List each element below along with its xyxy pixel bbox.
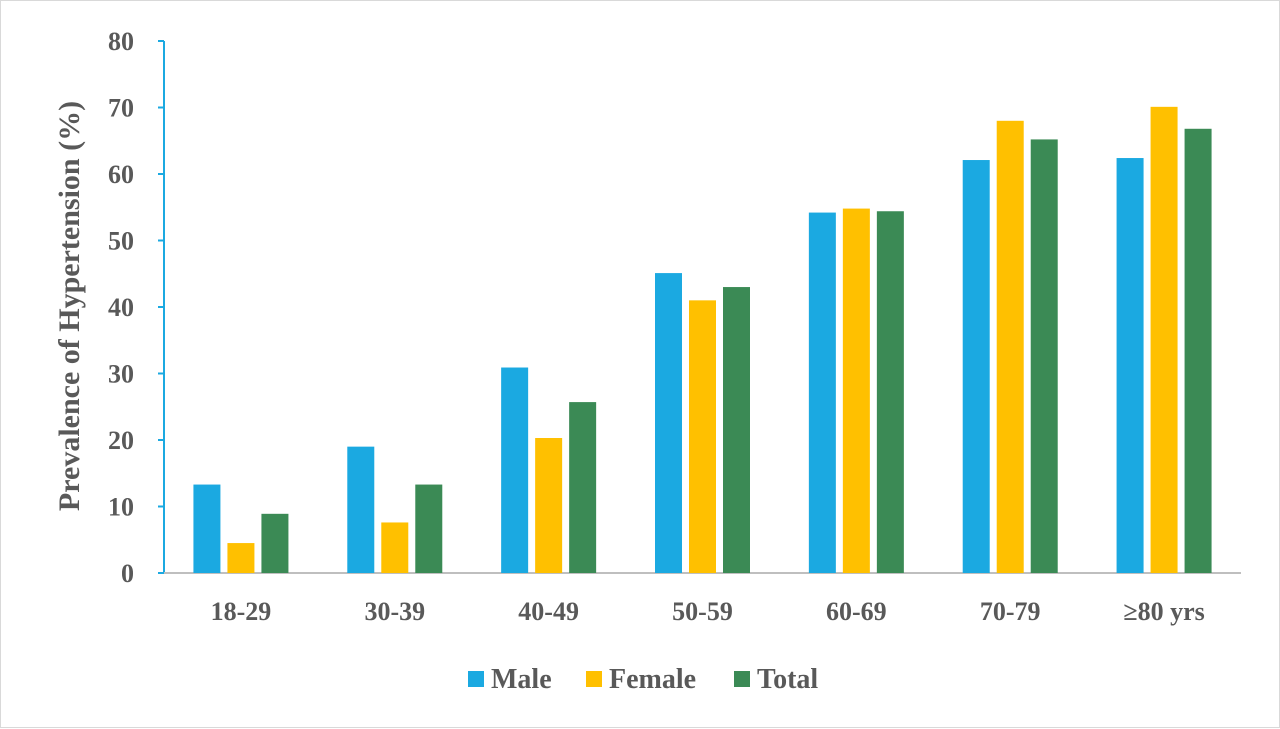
bars [193,106,1212,574]
y-tick-label: 20 [108,426,134,455]
bar-female-6 [1150,106,1178,574]
legend-swatch-total [734,671,750,687]
bar-female-4 [842,208,870,573]
bar-total-1 [415,484,443,573]
bar-female-1 [381,522,409,573]
y-tick-label: 0 [121,559,134,588]
y-axis: 0 10 20 30 40 50 60 70 80 [108,27,165,588]
bar-total-5 [1030,139,1058,574]
bar-total-6 [1184,128,1212,573]
x-tick-label: 30-39 [364,597,425,626]
x-tick-label: 18-29 [211,597,272,626]
bar-total-0 [261,513,289,573]
legend: Male Female Total [468,664,818,695]
x-axis: 18-29 30-39 40-49 50-59 60-69 70-79 ≥80 yrs [164,572,1241,626]
bar-female-5 [996,120,1024,574]
y-tick-label: 50 [108,227,134,256]
y-tick-label: 40 [108,293,134,322]
x-tick-label: 60-69 [826,597,887,626]
legend-swatch-female [586,671,602,687]
y-tick-label: 60 [108,160,134,189]
bar-female-2 [535,438,563,573]
y-tick-label: 80 [108,27,134,56]
bar-male-4 [808,212,836,573]
bar-male-0 [193,484,221,573]
bar-total-2 [569,402,597,573]
bar-total-3 [723,287,750,573]
legend-label-total: Total [757,664,818,695]
bar-female-0 [227,543,255,573]
y-tick-label: 70 [108,94,134,123]
legend-swatch-male [468,671,484,687]
bar-male-6 [1116,158,1144,574]
x-tick-label: 40-49 [518,597,579,626]
bar-male-3 [655,273,682,573]
legend-label-male: Male [491,664,552,695]
bar-total-4 [876,211,904,574]
bar-male-2 [501,367,529,573]
y-tick-label: 10 [108,493,134,522]
bar-male-5 [962,160,990,573]
legend-label-female: Female [609,664,696,695]
x-tick-label: 70-79 [980,597,1041,626]
x-tick-label: 50-59 [672,597,733,626]
y-tick-label: 30 [108,360,134,389]
bar-male-1 [347,446,375,573]
bar-female-3 [689,300,716,573]
x-tick-label: ≥80 yrs [1123,597,1204,626]
y-axis-title: Prevalence of Hypertension (%) [53,101,86,511]
